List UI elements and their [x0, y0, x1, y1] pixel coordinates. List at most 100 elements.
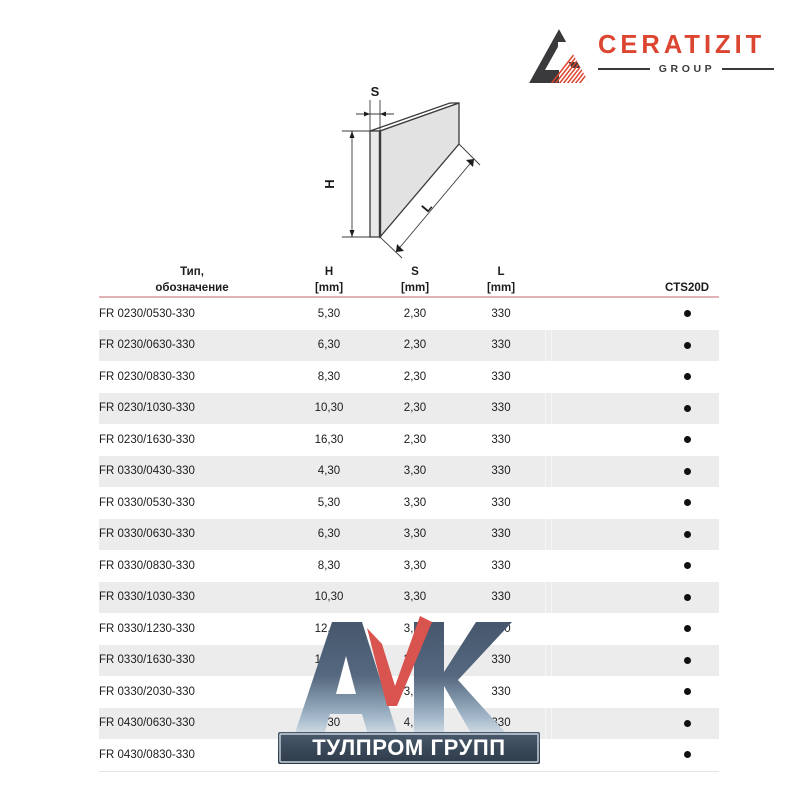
cell-h: 6,30	[285, 518, 373, 550]
cell-spacer	[545, 739, 655, 771]
table-header-rule	[99, 296, 719, 298]
cell-spacer	[545, 487, 655, 519]
table-row: FR 0430/0830-330 8,30 4,30 330	[99, 739, 719, 771]
grade-availability-dot	[683, 404, 691, 412]
bottom-rule-line	[99, 770, 719, 772]
table-header-row: Тип, обозначение H [mm] S [mm] L [mm]	[99, 265, 719, 296]
cell-spacer	[545, 455, 655, 487]
table-row: FR 0230/1630-330 16,30 2,30 330	[99, 424, 719, 456]
cell-l: 330	[457, 707, 545, 739]
table-footer	[99, 770, 719, 772]
column-header-type-line2: обозначение	[155, 281, 229, 294]
cell-l: 330	[457, 644, 545, 676]
cell-spacer	[545, 707, 655, 739]
cell-spacer	[545, 644, 655, 676]
ceratizit-triangle-logo-icon	[529, 29, 589, 83]
cell-s: 4,30	[403, 748, 427, 761]
grade-availability-dot	[683, 751, 691, 759]
cell-grade-cts20d	[655, 613, 719, 645]
brand-name: CERATIZIT	[598, 31, 766, 59]
cell-h: 6,30	[285, 329, 373, 361]
cell-spacer	[545, 518, 655, 550]
cell-type: FR 0230/0530-330	[99, 307, 195, 320]
cell-grade-cts20d	[655, 518, 719, 550]
cell-s: 3,30	[403, 496, 427, 509]
cell-l: 330	[491, 622, 511, 635]
cell-spacer	[545, 550, 655, 582]
table-header: Тип, обозначение H [mm] S [mm] L [mm]	[99, 265, 719, 298]
cell-h: 4,30	[285, 455, 373, 487]
cell-spacer	[545, 581, 655, 613]
column-header-h-line1: H	[324, 266, 334, 278]
cell-type: FR 0330/2030-330	[99, 685, 195, 698]
spec-table: Тип, обозначение H [mm] S [mm] L [mm]	[99, 265, 719, 772]
cell-grade-cts20d	[655, 392, 719, 424]
cell-grade-cts20d	[655, 676, 719, 708]
cell-type: FR 0230/0830-330	[99, 370, 195, 383]
brand-wordmark: CERATIZIT GROUP	[598, 30, 776, 75]
column-header-h: H [mm]	[285, 265, 373, 296]
table-row: FR 0230/0630-330 6,30 2,30 330	[99, 329, 719, 361]
cell-s: 3,30	[403, 559, 427, 572]
cell-l: 330	[457, 392, 545, 424]
grade-availability-dot	[683, 625, 691, 633]
cell-grade-cts20d	[655, 329, 719, 361]
column-header-s: S [mm]	[373, 265, 457, 296]
table-row: FR 0230/0830-330 8,30 2,30 330	[99, 361, 719, 393]
table-row: FR 0330/0830-330 8,30 3,30 330	[99, 550, 719, 582]
column-header-l-unit: [mm]	[486, 281, 516, 294]
column-header-s-unit: [mm]	[400, 281, 430, 294]
cell-s: 3,30	[373, 518, 457, 550]
cell-s: 2,30	[403, 370, 427, 383]
brand-rule-left	[598, 68, 650, 70]
cell-grade-cts20d	[655, 739, 719, 771]
cell-type: FR 0330/0630-330	[99, 518, 285, 550]
table-row: FR 0330/0430-330 4,30 3,30 330	[99, 455, 719, 487]
cell-l: 330	[457, 581, 545, 613]
cell-spacer	[545, 613, 655, 645]
cell-h: 10,30	[285, 581, 373, 613]
cell-l: 330	[457, 329, 545, 361]
blank-bar-3d-drawing: S H L	[322, 84, 481, 259]
cell-l: 330	[457, 518, 545, 550]
column-header-h-unit: [mm]	[314, 281, 344, 294]
table-row: FR 0430/0630-330 6,30 4,30 330	[99, 707, 719, 739]
table-row: FR 0330/2030-330 20,30 3,30 330	[99, 676, 719, 708]
cell-l: 330	[491, 685, 511, 698]
cell-s: 3,30	[403, 622, 427, 635]
cell-h: 12,30	[314, 622, 344, 635]
cell-h: 5,30	[317, 496, 341, 509]
ceratizit-brand-logo: CERATIZIT GROUP	[528, 26, 776, 90]
grade-availability-dot	[683, 656, 691, 664]
cell-grade-cts20d	[655, 550, 719, 582]
specification-table: Тип, обозначение H [mm] S [mm] L [mm]	[99, 265, 719, 772]
column-header-grade-line2: CTS20D	[664, 281, 710, 294]
grade-availability-dot	[683, 467, 691, 475]
grade-availability-dot	[683, 373, 691, 381]
cell-type: FR 0330/0430-330	[99, 455, 285, 487]
cell-spacer	[545, 361, 655, 393]
grade-availability-dot	[683, 562, 691, 570]
cell-h: 6,30	[285, 707, 373, 739]
cell-spacer	[545, 424, 655, 456]
table-row: FR 0330/0530-330 5,30 3,30 330	[99, 487, 719, 519]
cell-grade-cts20d	[655, 581, 719, 613]
cell-grade-cts20d	[655, 487, 719, 519]
cell-s: 2,30	[373, 329, 457, 361]
grade-availability-dot	[683, 499, 691, 507]
diagram-label-h: H	[322, 179, 337, 188]
cell-spacer	[545, 329, 655, 361]
cell-h: 16,30	[285, 644, 373, 676]
diagram-label-s: S	[371, 84, 380, 99]
cell-s: 4,30	[373, 707, 457, 739]
cell-type: FR 0430/0630-330	[99, 707, 285, 739]
grade-availability-dot	[683, 310, 691, 318]
column-header-l: L [mm]	[457, 265, 545, 296]
cell-spacer	[545, 676, 655, 708]
cell-grade-cts20d	[655, 361, 719, 393]
table-row: FR 0330/1230-330 12,30 3,30 330	[99, 613, 719, 645]
cell-l: 330	[491, 370, 511, 383]
column-header-s-line1: S	[411, 266, 419, 278]
cell-s: 3,30	[373, 581, 457, 613]
table-bottom-rule	[99, 770, 719, 772]
